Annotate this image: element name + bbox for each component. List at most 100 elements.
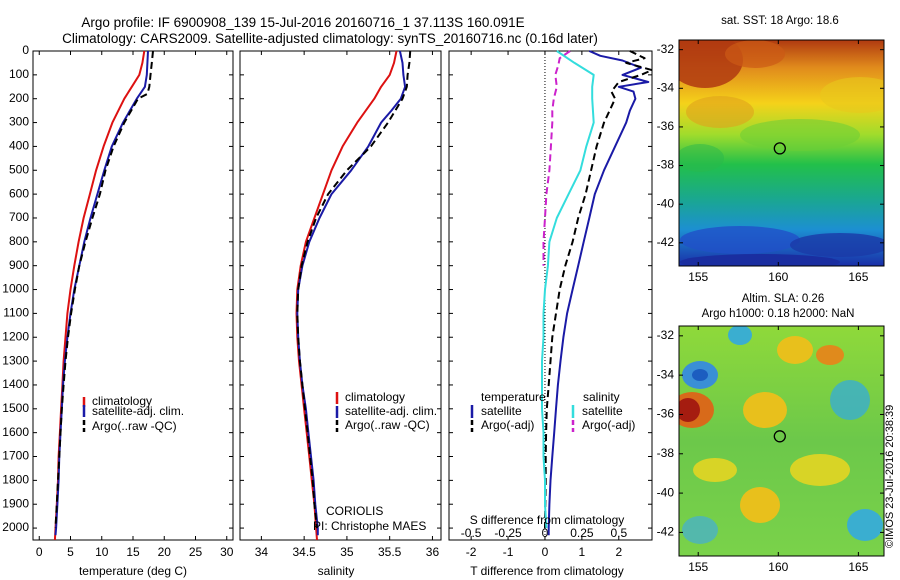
difference-series-group [541, 50, 653, 536]
temperature-xlabel: temperature (deg C) [79, 564, 187, 578]
y-tick-label: 600 [9, 186, 29, 200]
map-y-tick-label: -38 [657, 446, 675, 460]
x-tick-label: 30 [220, 545, 234, 559]
y-tick-label: 200 [9, 91, 29, 105]
plot-frame [32, 50, 234, 541]
y-tick-label: 0 [22, 43, 29, 57]
y-tick-label: 1400 [2, 377, 29, 391]
y-tick-label: 1900 [2, 496, 29, 510]
map-y-tick-label: -40 [657, 485, 675, 499]
sst-map-axes: 155 160 165 -32 -34 -36 -38 -40 -42 [657, 40, 884, 284]
map-x-tick-label: 155 [688, 270, 708, 284]
map-y-tick-label: -32 [657, 42, 675, 56]
map-x-tick-label: 160 [768, 270, 788, 284]
y-tick-label: 800 [9, 234, 29, 248]
sla-field [679, 326, 884, 556]
figure-title-line2: Climatology: CARS2009. Satellite-adjuste… [62, 31, 598, 46]
map-x-tick-label: 165 [848, 270, 868, 284]
y-tick-label: 1000 [2, 282, 29, 296]
series-line-argo-adj- [542, 50, 571, 266]
difference-xlabel-temperature: T difference from climatology [470, 564, 624, 578]
y-tick-label: 100 [9, 67, 29, 81]
salinity-panel: 34 34.5 35 35.5 36 salinity climatology sate… [239, 50, 442, 578]
salinity-series-group [295, 50, 412, 541]
x-tick-label-salinity: 0.25 [570, 526, 594, 540]
salinity-legend: climatology satellite-adj. clim. Argo(..… [335, 390, 437, 432]
legend-label-s-satellite: satellite [582, 404, 623, 418]
sst-map-panel: sat. SST: 18 Argo: 18.6 155 160 165 -32 -34 -… [657, 15, 885, 284]
x-tick-label: 36 [426, 545, 440, 559]
temperature-series-group [53, 50, 154, 541]
temperature-panel: 0100200300400500600700800900100011001200… [2, 43, 233, 578]
y-tick-label: 900 [9, 258, 29, 272]
y-tick-label: 300 [9, 115, 29, 129]
series-line-satellite [547, 50, 650, 536]
legend-label-satellite: satellite-adj. clim. [92, 404, 184, 418]
y-tick-label: 1700 [2, 449, 29, 463]
sla-map-panel: Altim. SLA: 0.26 Argo h1000: 0.18 h2000:… [657, 293, 885, 574]
map-y-tick-label: -40 [657, 196, 675, 210]
legend-label-climatology: climatology [345, 390, 405, 404]
legend-label-argo: Argo(..raw -QC) [345, 418, 430, 432]
x-tick-label: -2 [466, 545, 477, 559]
x-tick-label-salinity: -0.5 [461, 526, 482, 540]
plot-frame [239, 50, 442, 541]
x-tick-label: 35 [340, 545, 354, 559]
map-y-tick-label: -32 [657, 328, 675, 342]
x-tick-label: 25 [189, 545, 203, 559]
x-tick-label: 34 [255, 545, 269, 559]
difference-xlabel-salinity: S difference from climatology [470, 513, 625, 527]
difference-legend: temperature salinity satellite Argo(-adj… [470, 390, 635, 432]
sst-field [679, 40, 884, 266]
y-tick-label: 1500 [2, 401, 29, 415]
sla-map-axes: 155 160 165 -32 -34 -36 -38 -40 -42 [657, 326, 884, 574]
x-tick-label-salinity: 0.5 [610, 526, 627, 540]
map-y-tick-label: -36 [657, 119, 675, 133]
x-tick-label: 5 [67, 545, 74, 559]
map-y-tick-label: -42 [657, 525, 675, 539]
y-tick-label: 700 [9, 210, 29, 224]
x-tick-label: 35.5 [378, 545, 402, 559]
map-x-tick-label: 155 [688, 560, 708, 574]
y-tick-label: 1100 [3, 306, 29, 320]
series-line-argo-raw-qc- [296, 50, 412, 529]
temperature-axes: 0100200300400500600700800900100011001200… [2, 43, 233, 559]
figure-title-line1: Argo profile: IF 6900908_139 15-Jul-2016… [81, 15, 524, 30]
legend-title-salinity: salinity [583, 390, 620, 404]
x-tick-label-salinity: -0.25 [494, 526, 522, 540]
temperature-legend: climatology satellite-adj. clim. Argo(..… [82, 394, 184, 433]
y-tick-label: 1800 [2, 473, 29, 487]
sst-map-title: sat. SST: 18 Argo: 18.6 [721, 15, 839, 27]
y-tick-label: 2000 [2, 520, 29, 534]
x-tick-label: -1 [503, 545, 514, 559]
x-tick-label: 1 [579, 545, 586, 559]
x-tick-label: 20 [158, 545, 172, 559]
x-tick-label-salinity: 0 [542, 526, 549, 540]
sla-map-title-line2: Argo h1000: 0.18 h2000: NaN [702, 308, 855, 320]
x-tick-label: 0 [36, 545, 43, 559]
legend-label-satellite: satellite-adj. clim. [345, 404, 437, 418]
imos-stamp: ©IMOS 23-Jul-2016 20:38:39 [884, 405, 896, 548]
map-y-tick-label: -34 [657, 80, 675, 94]
credit-pi: PI: Christophe MAES [313, 519, 426, 533]
credit-institution: CORIOLIS [326, 504, 383, 518]
map-x-tick-label: 160 [768, 560, 788, 574]
legend-label-t-satellite: satellite [481, 404, 522, 418]
salinity-xlabel: salinity [318, 564, 355, 578]
x-tick-label: 0 [542, 545, 549, 559]
legend-label-argo: Argo(..raw -QC) [92, 419, 177, 433]
legend-label-s-argo: Argo(-adj) [582, 418, 635, 432]
argo-float-marker-sst [773, 142, 786, 155]
x-tick-label: 2 [615, 545, 622, 559]
y-tick-label: 1600 [2, 425, 29, 439]
argo-float-marker-sla [773, 430, 786, 443]
y-tick-label: 1300 [2, 353, 29, 367]
legend-label-t-argo: Argo(-adj) [481, 418, 534, 432]
plot-frame [448, 50, 653, 541]
x-tick-label: 15 [126, 545, 140, 559]
y-tick-label: 400 [9, 139, 29, 153]
sla-map-title-line1: Altim. SLA: 0.26 [742, 293, 824, 305]
difference-panel: -2 -1 0 1 2 -0.5 -0.25 0 0.25 0.5 T difference fr… [448, 50, 653, 578]
map-x-tick-label: 165 [848, 560, 868, 574]
